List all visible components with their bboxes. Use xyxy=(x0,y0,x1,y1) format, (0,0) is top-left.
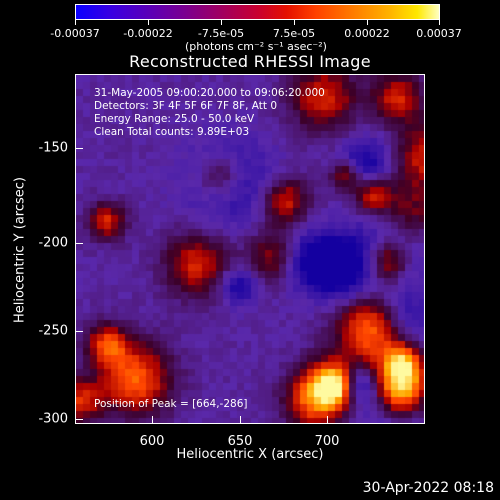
rhessi-image-plot: 31-May-2005 09:00:20.000 to 09:06:20.000… xyxy=(75,74,425,424)
colorbar-label: -0.00022 xyxy=(123,27,173,40)
timestamp: 30-Apr-2022 08:18 xyxy=(362,480,494,496)
y-tick xyxy=(75,243,83,244)
y-tick-label: -150 xyxy=(38,140,68,156)
y-axis-label: Heliocentric Y (arcsec) xyxy=(12,177,28,323)
y-tick-label: -300 xyxy=(38,411,68,427)
y-tick xyxy=(75,331,83,332)
colorbar xyxy=(75,4,440,20)
info-total-counts: Clean Total counts: 9.89E+03 xyxy=(94,126,250,138)
colorbar-tick xyxy=(294,20,295,25)
x-axis-label: Heliocentric X (arcsec) xyxy=(176,447,324,462)
colorbar-tick xyxy=(221,20,222,25)
x-tick xyxy=(240,416,241,424)
colorbar-tick xyxy=(148,20,149,25)
x-tick-label: 650 xyxy=(227,434,253,449)
peak-position: Position of Peak = [664,-286] xyxy=(94,398,248,410)
x-tick-label: 700 xyxy=(314,434,340,449)
image-title: Reconstructed RHESSI Image xyxy=(129,52,371,71)
colorbar-label: 0.00037 xyxy=(416,27,462,40)
colorbar-label: 0.00022 xyxy=(344,27,390,40)
x-tick xyxy=(152,416,153,424)
colorbar-tick xyxy=(439,20,440,25)
y-tick-label: -200 xyxy=(38,235,68,251)
colorbar-unit: (photons cm⁻² s⁻¹ asec⁻²) xyxy=(185,40,327,53)
y-tick xyxy=(75,148,83,149)
colorbar-label: -0.00037 xyxy=(50,27,100,40)
info-energy-range: Energy Range: 25.0 - 50.0 keV xyxy=(94,113,255,125)
x-tick-label: 600 xyxy=(139,434,165,449)
y-tick-label: -250 xyxy=(38,323,68,339)
colorbar-label: -7.5e-05 xyxy=(197,27,245,40)
info-detectors: Detectors: 3F 4F 5F 6F 7F 8F, Att 0 xyxy=(94,100,278,112)
heatmap-image xyxy=(76,75,424,423)
y-tick xyxy=(75,419,83,420)
colorbar-label: 7.5e-05 xyxy=(272,27,316,40)
colorbar-tick xyxy=(367,20,368,25)
x-tick xyxy=(327,416,328,424)
info-observation-time: 31-May-2005 09:00:20.000 to 09:06:20.000 xyxy=(94,87,325,99)
colorbar-tick xyxy=(75,20,76,25)
